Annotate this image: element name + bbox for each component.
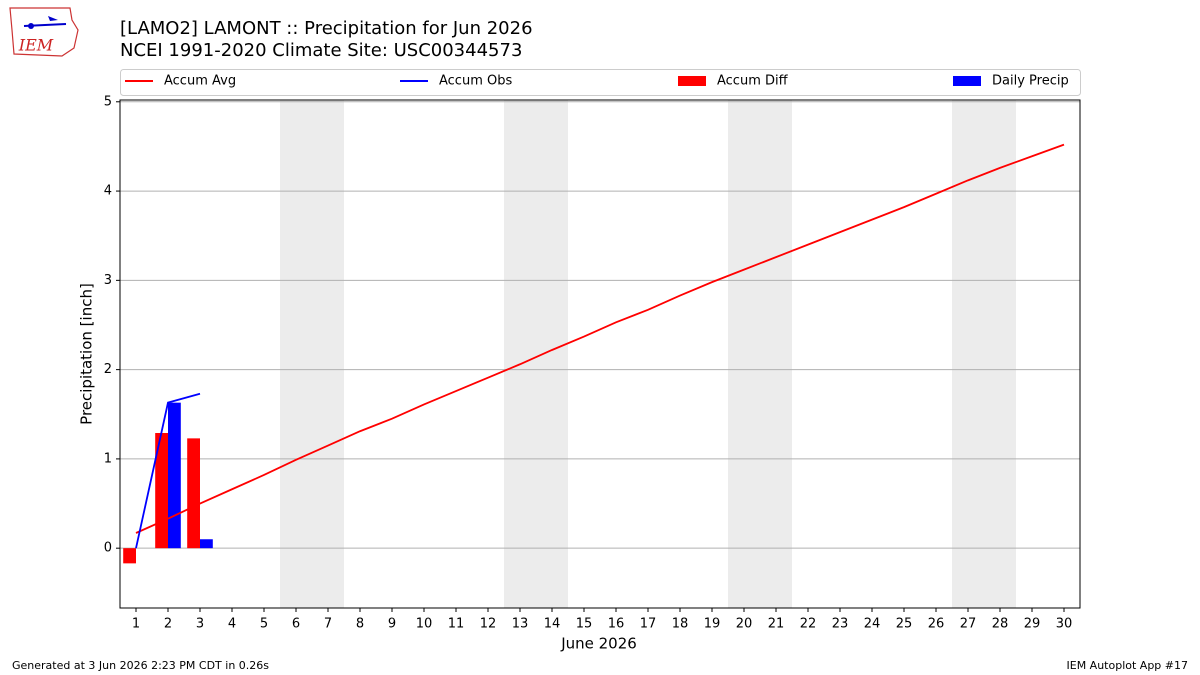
chart-subtitle: NCEI 1991-2020 Climate Site: USC00344573 [120, 40, 522, 61]
x-tick-label: 23 [832, 617, 849, 632]
y-axis-label: Precipitation [inch] [78, 283, 96, 425]
x-tick-label: 24 [864, 617, 881, 632]
x-tick-label: 18 [672, 617, 689, 632]
x-tick-label: 27 [960, 617, 977, 632]
weekend-shade [728, 100, 792, 608]
legend-label: Accum Obs [439, 74, 512, 89]
line [135, 392, 201, 549]
x-tick-label: 16 [608, 617, 625, 632]
x-tick-label: 3 [196, 617, 204, 632]
y-tick-label: 4 [104, 184, 112, 199]
bar [123, 548, 136, 564]
legend-label: Accum Diff [717, 74, 789, 89]
x-tick-label: 20 [736, 617, 753, 632]
weekend-shade [504, 100, 568, 608]
footer-left: Generated at 3 Jun 2026 2:23 PM CDT in 0… [12, 659, 269, 672]
x-tick-label: 1 [132, 617, 140, 632]
line [135, 143, 1065, 534]
logo: IEM [9, 7, 79, 57]
bar [187, 438, 200, 549]
footer-right: IEM Autoplot App #17 [1067, 659, 1189, 672]
chart-title: [LAMO2] LAMONT :: Precipitation for Jun … [120, 18, 533, 39]
x-tick-label: 26 [928, 617, 945, 632]
x-tick-label: 4 [228, 617, 236, 632]
x-tick-label: 28 [992, 617, 1009, 632]
bar [168, 402, 181, 549]
x-tick-label: 15 [576, 617, 593, 632]
x-tick-label: 8 [356, 617, 364, 632]
y-tick-label: 2 [104, 362, 112, 377]
legend-swatch [678, 76, 706, 86]
plot-frame [119, 99, 1081, 609]
legend-label: Accum Avg [164, 74, 236, 89]
x-tick-label: 6 [292, 617, 300, 632]
legend-swatch [953, 76, 981, 86]
x-tick-label: 10 [416, 617, 433, 632]
x-tick-label: 30 [1056, 617, 1073, 632]
x-tick-label: 14 [544, 617, 561, 632]
x-tick-label: 21 [768, 617, 785, 632]
x-tick-label: 13 [512, 617, 529, 632]
x-tick-label: 25 [896, 617, 913, 632]
legend [120, 69, 1081, 96]
x-tick-label: 5 [260, 617, 268, 632]
x-tick-label: 22 [800, 617, 817, 632]
y-tick-label: 0 [104, 541, 112, 556]
weekend-shade [280, 100, 344, 608]
bar [200, 539, 213, 549]
y-tick-label: 3 [104, 273, 112, 288]
logo-text: IEM [18, 36, 54, 55]
x-tick-label: 7 [324, 617, 332, 632]
x-axis-label: June 2026 [560, 635, 637, 653]
y-tick-label: 1 [104, 451, 112, 466]
x-tick-label: 12 [480, 617, 497, 632]
x-tick-label: 9 [388, 617, 396, 632]
x-tick-label: 2 [164, 617, 172, 632]
x-tick-label: 19 [704, 617, 721, 632]
y-tick-label: 5 [104, 94, 112, 109]
legend-label: Daily Precip [992, 74, 1069, 89]
x-tick-label: 29 [1024, 617, 1041, 632]
x-tick-label: 11 [448, 617, 465, 632]
weekend-shade [952, 100, 1016, 608]
x-tick-label: 17 [640, 617, 657, 632]
